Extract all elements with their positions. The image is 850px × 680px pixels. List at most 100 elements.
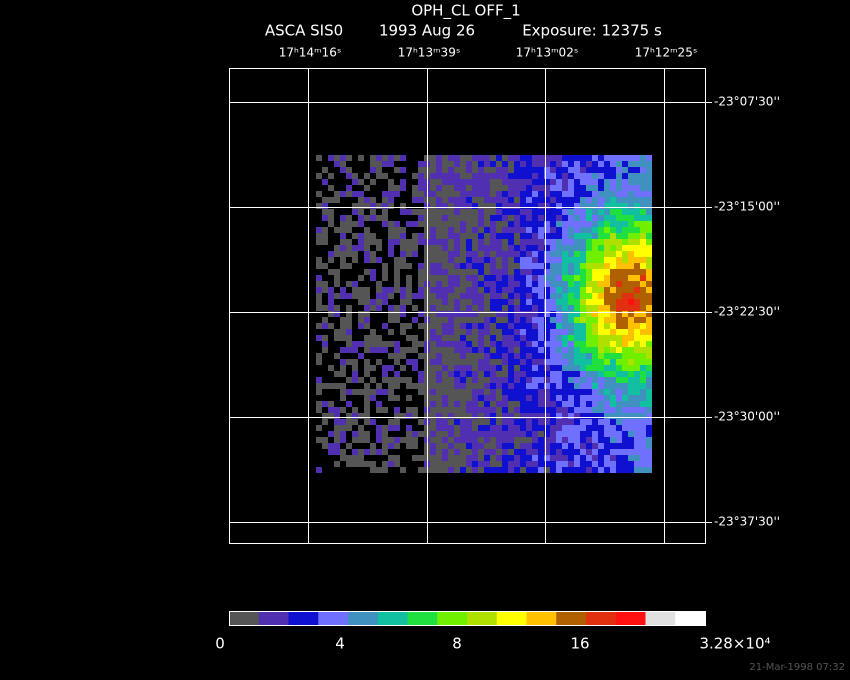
image-pixel — [340, 323, 346, 329]
image-pixel — [466, 173, 472, 179]
image-pixel — [556, 179, 562, 185]
image-pixel — [472, 437, 478, 443]
image-pixel — [622, 461, 628, 467]
image-pixel — [598, 407, 604, 413]
image-pixel — [394, 167, 400, 173]
image-pixel — [502, 221, 508, 227]
image-pixel — [508, 197, 514, 203]
image-pixel — [580, 443, 586, 449]
image-pixel — [574, 185, 580, 191]
image-pixel — [622, 371, 628, 377]
image-pixel — [484, 461, 490, 467]
image-pixel — [436, 305, 442, 311]
image-pixel — [394, 257, 400, 263]
image-pixel — [610, 275, 616, 281]
image-pixel — [472, 467, 478, 473]
image-pixel — [502, 251, 508, 257]
image-pixel — [550, 221, 556, 227]
image-pixel — [550, 449, 556, 455]
image-pixel — [472, 275, 478, 281]
image-pixel — [328, 215, 334, 221]
image-pixel — [616, 437, 622, 443]
image-pixel — [514, 179, 520, 185]
image-pixel — [502, 197, 508, 203]
image-pixel — [448, 233, 454, 239]
image-pixel — [400, 287, 406, 293]
image-pixel — [352, 431, 358, 437]
image-pixel — [502, 305, 508, 311]
image-pixel — [526, 347, 532, 353]
image-pixel — [436, 401, 442, 407]
image-pixel — [328, 209, 334, 215]
image-pixel — [358, 431, 364, 437]
image-pixel — [436, 173, 442, 179]
image-pixel — [538, 287, 544, 293]
image-pixel — [334, 443, 340, 449]
image-pixel — [592, 233, 598, 239]
image-pixel — [496, 245, 502, 251]
image-pixel — [466, 257, 472, 263]
image-pixel — [538, 467, 544, 473]
image-pixel — [532, 221, 538, 227]
image-pixel — [568, 323, 574, 329]
image-pixel — [316, 437, 322, 443]
image-pixel — [442, 407, 448, 413]
image-pixel — [538, 329, 544, 335]
image-pixel — [484, 209, 490, 215]
image-pixel — [430, 257, 436, 263]
image-pixel — [442, 341, 448, 347]
image-pixel — [496, 383, 502, 389]
image-pixel — [490, 359, 496, 365]
image-pixel — [484, 437, 490, 443]
image-pixel — [556, 341, 562, 347]
image-pixel — [400, 155, 406, 161]
image-pixel — [592, 305, 598, 311]
image-pixel — [448, 311, 454, 317]
image-pixel — [484, 215, 490, 221]
image-pixel — [370, 329, 376, 335]
image-pixel — [640, 281, 646, 287]
image-pixel — [478, 221, 484, 227]
image-pixel — [532, 281, 538, 287]
image-pixel — [460, 353, 466, 359]
image-pixel — [412, 431, 418, 437]
image-pixel — [394, 413, 400, 419]
image-pixel — [382, 371, 388, 377]
image-pixel — [646, 299, 652, 305]
image-pixel — [448, 341, 454, 347]
image-pixel — [400, 203, 406, 209]
image-pixel — [574, 341, 580, 347]
image-pixel — [340, 449, 346, 455]
image-pixel — [568, 209, 574, 215]
image-pixel — [568, 269, 574, 275]
image-pixel — [568, 155, 574, 161]
image-pixel — [550, 377, 556, 383]
image-pixel — [592, 407, 598, 413]
image-pixel — [334, 449, 340, 455]
image-pixel — [520, 353, 526, 359]
image-pixel — [604, 305, 610, 311]
image-pixel — [400, 209, 406, 215]
image-pixel — [604, 287, 610, 293]
image-pixel — [544, 167, 550, 173]
image-pixel — [550, 275, 556, 281]
image-pixel — [514, 461, 520, 467]
image-pixel — [460, 275, 466, 281]
image-pixel — [604, 341, 610, 347]
image-pixel — [520, 311, 526, 317]
image-pixel — [478, 395, 484, 401]
image-pixel — [382, 323, 388, 329]
image-pixel — [346, 389, 352, 395]
image-pixel — [328, 251, 334, 257]
image-pixel — [496, 299, 502, 305]
image-pixel — [448, 413, 454, 419]
image-pixel — [562, 263, 568, 269]
image-pixel — [400, 233, 406, 239]
image-pixel — [418, 161, 424, 167]
image-pixel — [532, 209, 538, 215]
image-pixel — [442, 329, 448, 335]
image-pixel — [628, 413, 634, 419]
image-pixel — [388, 311, 394, 317]
image-pixel — [508, 275, 514, 281]
image-pixel — [490, 311, 496, 317]
